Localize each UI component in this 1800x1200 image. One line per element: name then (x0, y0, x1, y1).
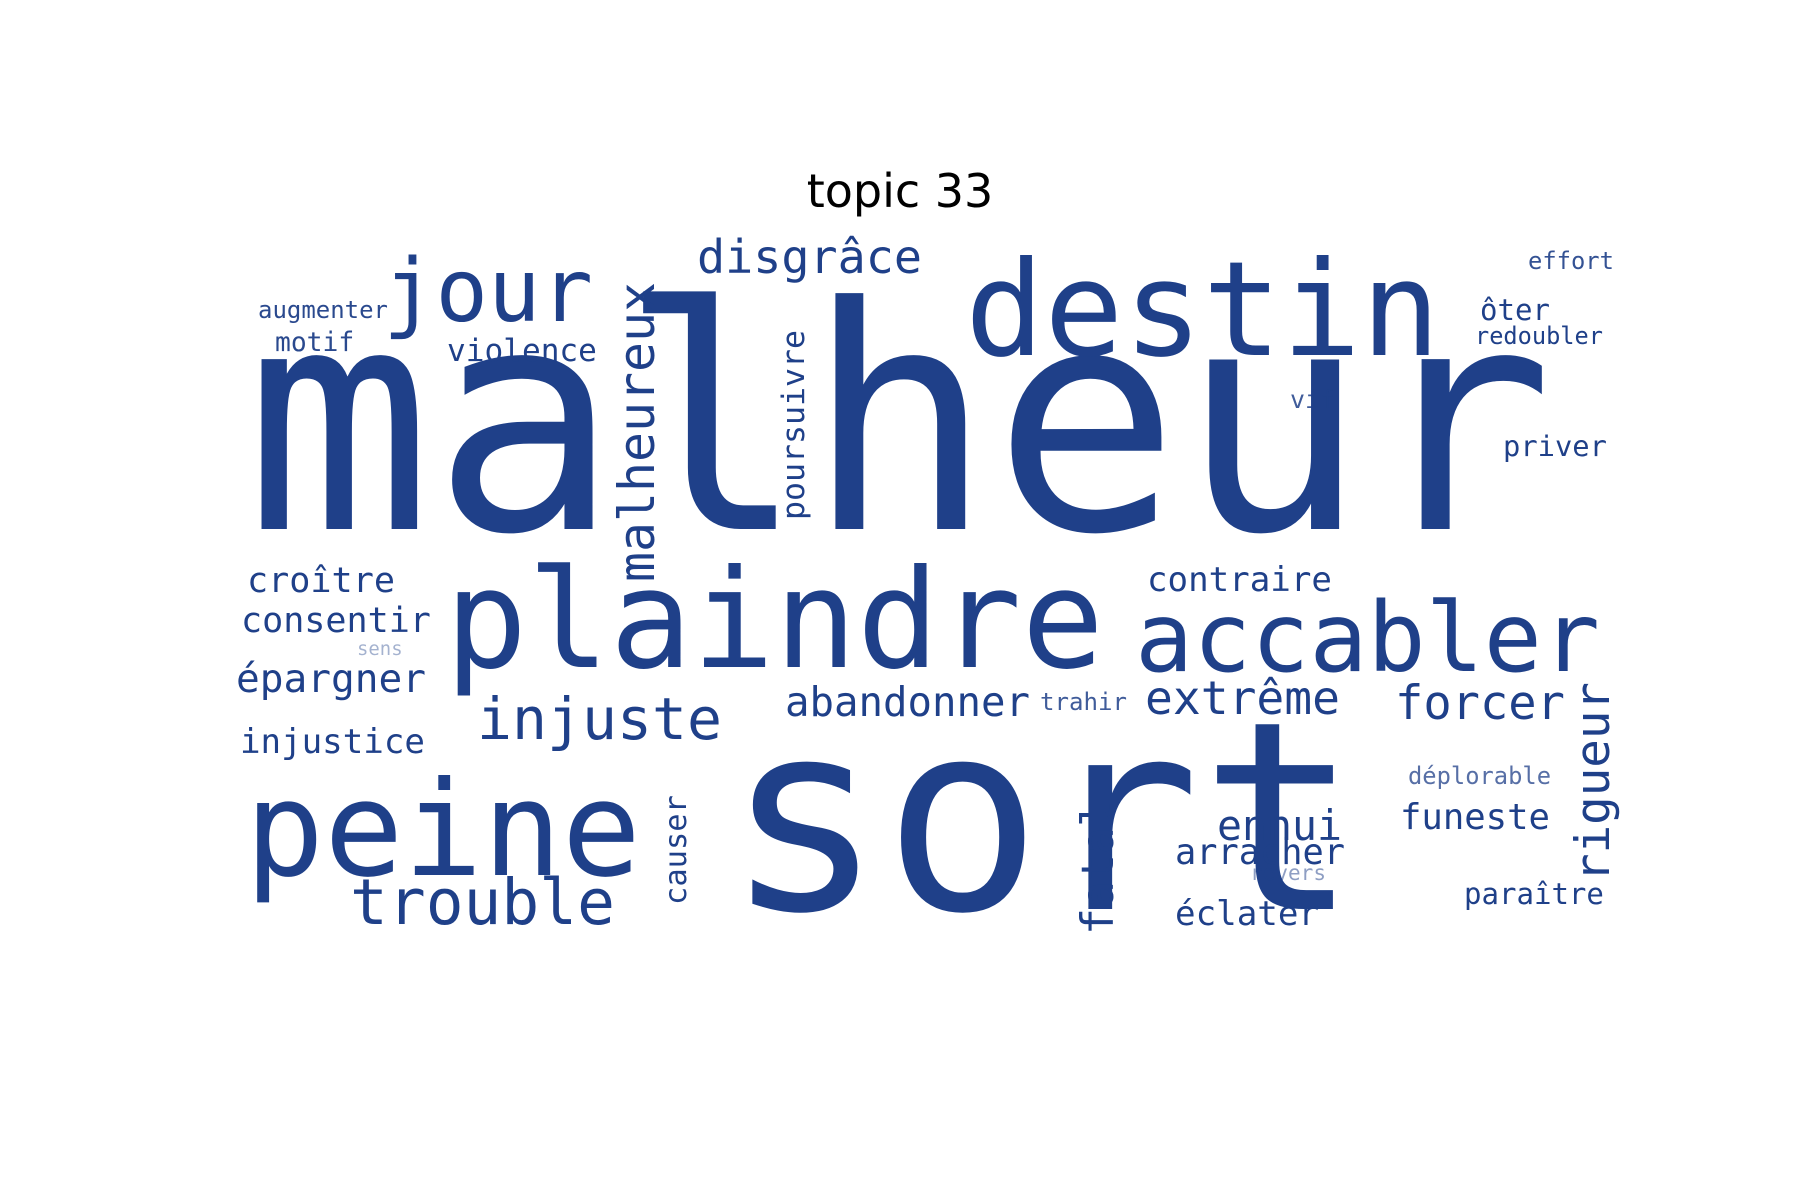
word-malheur: malheur (245, 242, 1554, 603)
word-violence: violence (447, 333, 597, 369)
word-plaindre: plaindre (445, 541, 1105, 700)
word-ennui: ennui (1217, 801, 1342, 850)
word-abandonner: abandonner (785, 678, 1030, 726)
word-contraire: contraire (1147, 560, 1332, 600)
word-destin: destin (965, 234, 1441, 387)
word-injustice: injustice (240, 722, 425, 762)
word-oter: ôter (1480, 293, 1550, 327)
word-sort: sort (725, 666, 1359, 972)
word-jour: jour (383, 240, 593, 342)
word-trahir: trahir (1040, 688, 1127, 716)
word-eclater: éclater (1175, 894, 1319, 934)
word-effort: effort (1528, 247, 1614, 275)
word-extreme: extrême (1145, 671, 1340, 725)
word-fatal: fatal (1071, 800, 1124, 935)
word-forcer: forcer (1395, 676, 1565, 731)
word-motif: motif (275, 328, 355, 358)
word-epargner: épargner (236, 656, 426, 702)
word-accabler: accabler (1135, 581, 1600, 694)
word-consentir: consentir (241, 600, 431, 641)
word-malheureux: malheureux (608, 282, 666, 582)
word-augmenter: augmenter (258, 296, 388, 324)
word-sens: sens (357, 638, 403, 660)
word-vif: vif (1290, 385, 1335, 414)
word-priver: priver (1503, 429, 1607, 463)
word-funeste: funeste (1400, 797, 1550, 838)
chart-title: topic 33 (806, 164, 994, 218)
word-arracher: arracher (1175, 832, 1345, 873)
word-rigueur: rigueur (1566, 682, 1621, 882)
word-croitre: croître (247, 560, 395, 601)
word-peine: peine (245, 754, 642, 907)
word-redoubler: redoubler (1475, 322, 1603, 350)
word-causer: causer (659, 795, 694, 905)
word-deplorable: déplorable (1408, 762, 1551, 790)
word-injuste: injuste (477, 685, 722, 753)
word-trouble: trouble (350, 866, 615, 939)
word-poursuivre: poursuivre (776, 329, 812, 520)
word-revers: revers (1250, 860, 1327, 885)
word-paraitre: paraître (1464, 877, 1604, 911)
word-disgrace: disgrâce (697, 231, 922, 285)
